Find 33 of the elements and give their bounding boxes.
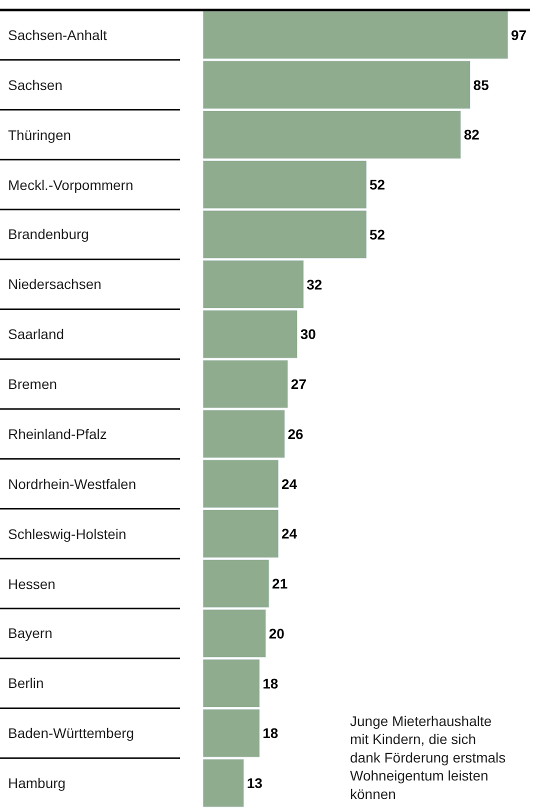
- data-label: 24: [281, 476, 298, 492]
- data-label: 30: [300, 326, 316, 342]
- data-label: 18: [262, 725, 278, 742]
- data-label: 18: [262, 675, 278, 692]
- y-tick-label: Schleswig-Holstein: [8, 526, 126, 542]
- y-tick-label: Nordrhein-Westfalen: [8, 476, 136, 492]
- data-label: 52: [370, 176, 386, 193]
- y-tick-label: Hessen: [8, 576, 56, 592]
- y-tick-label: Berlin: [8, 675, 44, 691]
- y-tick-label: Bremen: [8, 376, 58, 392]
- annotation: Junge Mieterhaushalte mit Kindern, die sich dank Förderung erstmals Wohneigentum leisten können: [350, 713, 506, 802]
- data-label: 82: [464, 126, 480, 143]
- y-tick-label: Brandenburg: [8, 226, 89, 242]
- y-tick-label: Rheinland-Pfalz: [8, 426, 107, 442]
- y-tick-label: Meckl.-Vorpommern: [8, 177, 134, 193]
- data-label: 26: [288, 426, 304, 442]
- y-tick-label: Bayern: [8, 625, 52, 641]
- data-label: 13: [246, 775, 263, 792]
- data-label: 52: [370, 226, 386, 242]
- data-label: 24: [281, 526, 298, 542]
- data-label: 97: [511, 26, 527, 43]
- data-label: 32: [306, 276, 322, 292]
- data-label: 21: [272, 576, 288, 592]
- y-tick-label: Baden-Württemberg: [8, 725, 134, 741]
- y-tick-label: Saarland: [8, 326, 64, 342]
- y-tick-label: Sachsen-Anhalt: [8, 27, 107, 43]
- y-tick-label: Thüringen: [8, 127, 72, 143]
- y-tick-label: Niedersachsen: [8, 276, 102, 292]
- data-label: 85: [473, 76, 490, 93]
- y-tick-label: Hamburg: [8, 775, 66, 791]
- data-label: 20: [268, 625, 285, 642]
- data-label: 27: [290, 376, 307, 392]
- y-tick-label: Sachsen: [8, 77, 62, 93]
